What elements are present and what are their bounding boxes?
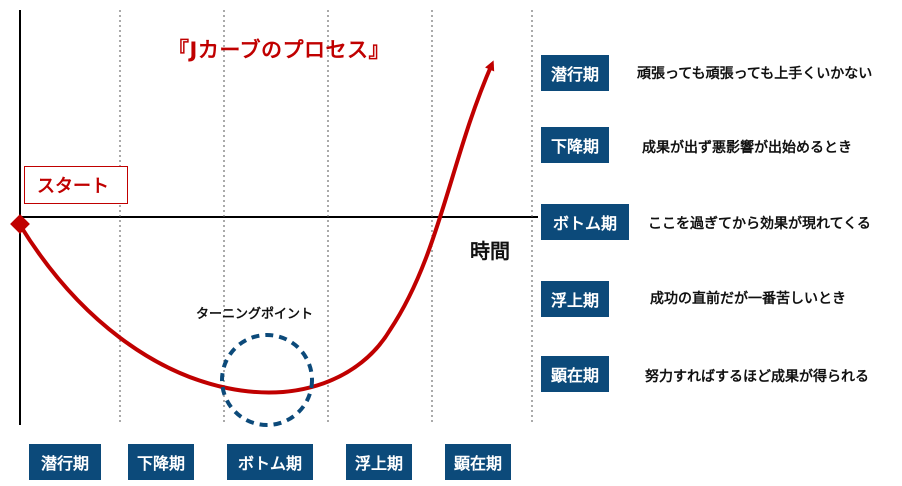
legend-phase-badge: 顕在期 bbox=[541, 356, 609, 392]
legend-phase-badge: 下降期 bbox=[541, 127, 609, 163]
legend-phase-badge: 浮上期 bbox=[541, 281, 609, 317]
legend-phase-description: 成果が出ず悪影響が出始めるとき bbox=[642, 140, 852, 156]
j-curve bbox=[18, 60, 495, 395]
diagram-title: 『Jカーブのプロセス』 bbox=[168, 38, 391, 62]
start-label-box: スタート bbox=[24, 166, 128, 204]
bottom-phase-badge: ボトム期 bbox=[227, 444, 313, 480]
time-axis-label: 時間 bbox=[470, 239, 510, 263]
bottom-phase-badge: 潜行期 bbox=[29, 444, 101, 480]
bottom-phase-badge: 顕在期 bbox=[445, 444, 511, 480]
bottom-phase-badge: 下降期 bbox=[128, 444, 194, 480]
legend-phase-badge: 潜行期 bbox=[541, 55, 609, 91]
legend-phase-description: 頑張っても頑張っても上手くいかない bbox=[637, 66, 873, 82]
legend-phase-description: ここを過ぎてから効果が現れてくる bbox=[648, 216, 871, 232]
legend-phase-badge: ボトム期 bbox=[541, 204, 629, 240]
turning-point-label: ターニングポイント bbox=[196, 307, 314, 322]
legend-phase-description: 努力すればするほど成果が得られる bbox=[645, 369, 869, 385]
start-label: スタート bbox=[37, 176, 109, 197]
bottom-phase-badge: 浮上期 bbox=[346, 444, 412, 480]
legend-phase-description: 成功の直前だが一番苦しいとき bbox=[650, 291, 846, 307]
turning-point-circle bbox=[220, 333, 314, 427]
